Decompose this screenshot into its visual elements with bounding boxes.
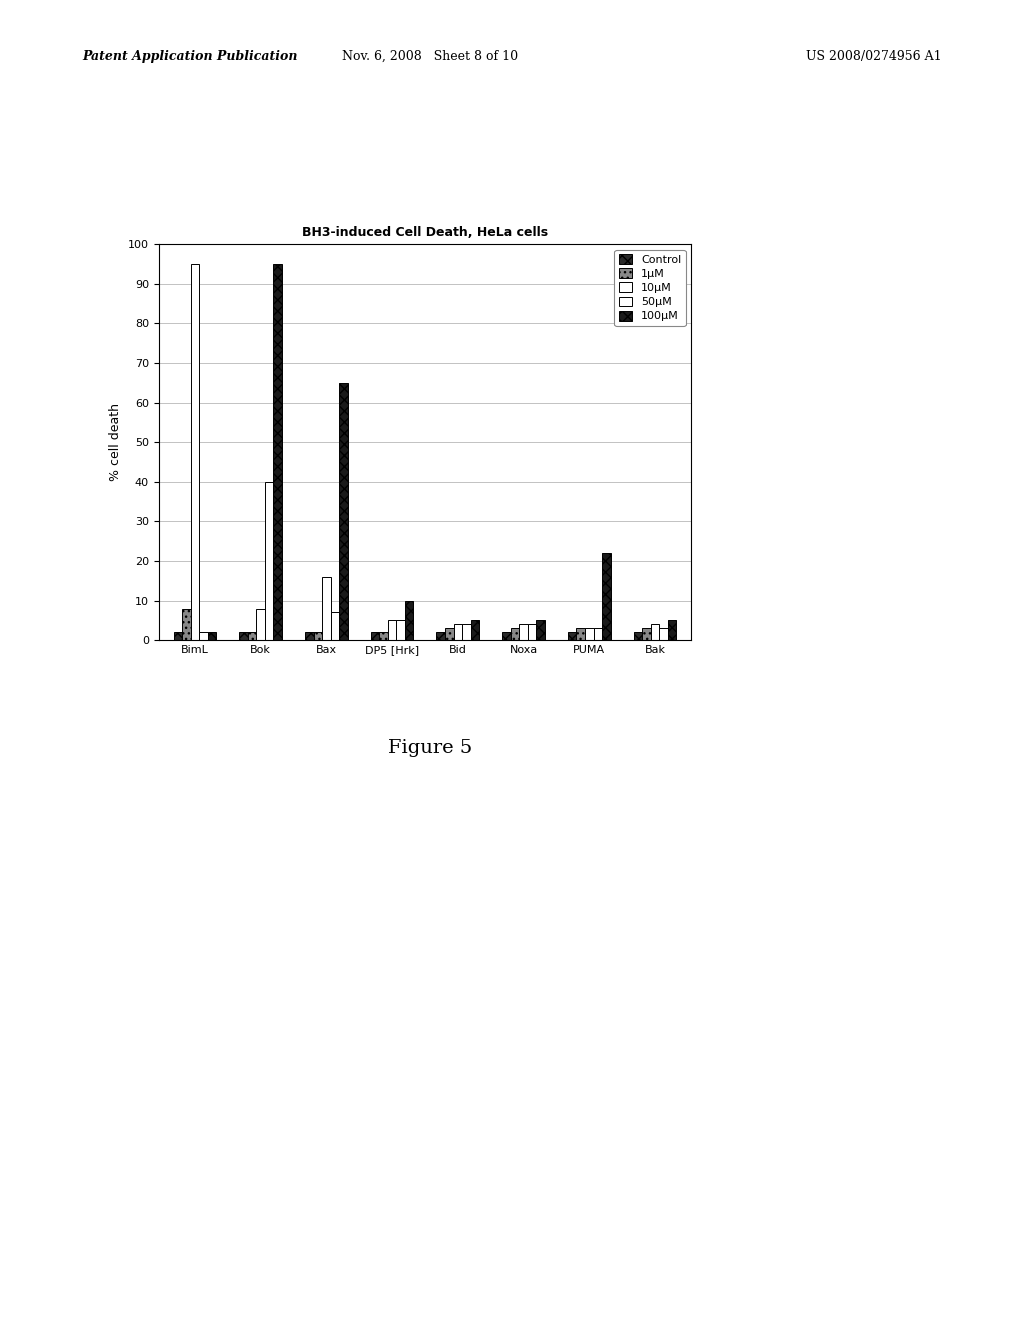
Text: US 2008/0274956 A1: US 2008/0274956 A1 [807, 50, 942, 63]
Legend: Control, 1μM, 10μM, 50μM, 100μM: Control, 1μM, 10μM, 50μM, 100μM [614, 249, 686, 326]
Bar [265, 482, 273, 640]
Text: Patent Application Publication: Patent Application Publication [82, 50, 297, 63]
Bar [273, 264, 282, 640]
Bar [339, 383, 348, 640]
Title: BH3-induced Cell Death, HeLa cells: BH3-induced Cell Death, HeLa cells [302, 226, 548, 239]
Bar [371, 632, 379, 640]
Bar [502, 632, 511, 640]
Bar [527, 624, 537, 640]
Bar [313, 632, 323, 640]
Bar [256, 609, 265, 640]
Bar [454, 624, 462, 640]
Bar [305, 632, 313, 640]
Bar [585, 628, 594, 640]
Bar [511, 628, 519, 640]
Bar [668, 620, 677, 640]
Bar [659, 628, 668, 640]
Bar [577, 628, 585, 640]
Bar [471, 620, 479, 640]
Bar [240, 632, 248, 640]
Bar [331, 612, 339, 640]
Bar [248, 632, 256, 640]
Bar [462, 624, 471, 640]
Bar [602, 553, 610, 640]
Y-axis label: % cell death: % cell death [110, 403, 123, 482]
Bar [396, 620, 404, 640]
Bar [568, 632, 577, 640]
Text: Figure 5: Figure 5 [388, 739, 472, 758]
Text: Nov. 6, 2008   Sheet 8 of 10: Nov. 6, 2008 Sheet 8 of 10 [342, 50, 518, 63]
Bar [594, 628, 602, 640]
Bar [404, 601, 414, 640]
Bar [323, 577, 331, 640]
Bar [642, 628, 651, 640]
Bar [519, 624, 527, 640]
Bar [634, 632, 642, 640]
Bar [199, 632, 208, 640]
Bar [182, 609, 190, 640]
Bar [651, 624, 659, 640]
Bar [388, 620, 396, 640]
Bar [173, 632, 182, 640]
Bar [436, 632, 445, 640]
Bar [537, 620, 545, 640]
Bar [445, 628, 454, 640]
Bar [379, 632, 388, 640]
Bar [208, 632, 216, 640]
Bar [190, 264, 199, 640]
